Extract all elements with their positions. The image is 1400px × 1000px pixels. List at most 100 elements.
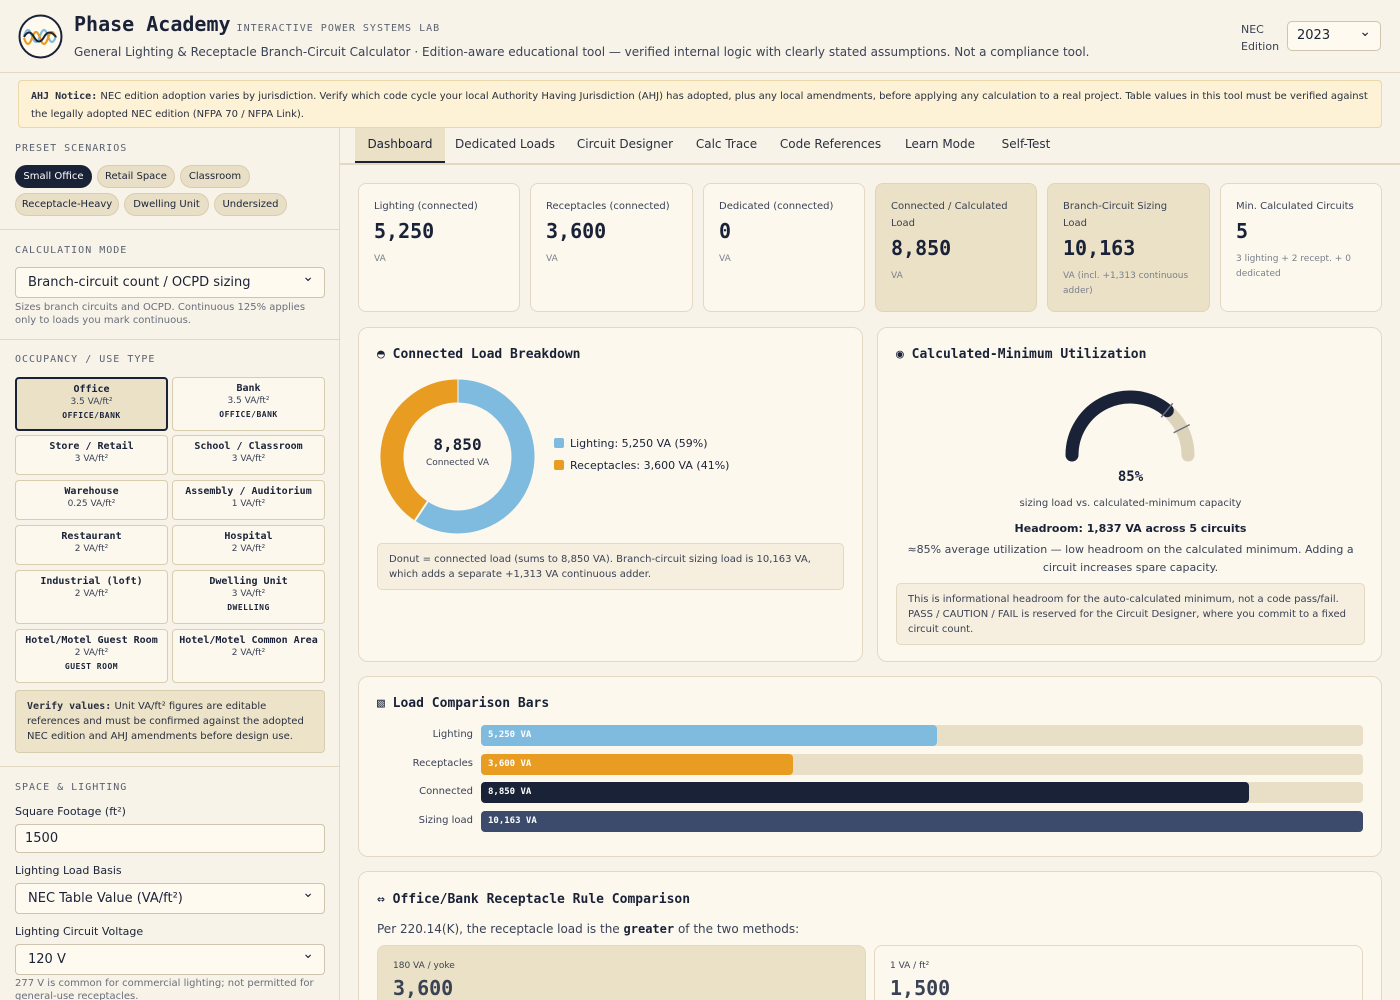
main-tabs: Dashboard Dedicated Loads Circuit Design…: [340, 128, 1400, 165]
occupancy-option[interactable]: School / Classroom 3 VA/ft²: [172, 435, 325, 475]
occupancy-option[interactable]: Assembly / Auditorium 1 VA/ft²: [172, 480, 325, 520]
utilization-percent: 85%: [1117, 469, 1144, 485]
bar-fill: 5,250 VA: [481, 725, 937, 746]
compare-arrows-icon: ⇔: [377, 892, 385, 907]
app-header: Phase Academy INTERACTIVE POWER SYSTEMS L…: [0, 0, 1400, 73]
rule-intro: Per 220.14(K), the receptacle load is th…: [377, 922, 800, 936]
donut-slice-lighting: [414, 379, 535, 534]
verify-values-note: Verify values: Unit VA/ft² figures are e…: [15, 690, 325, 753]
occupancy-option[interactable]: Hotel/Motel Guest Room 2 VA/ft² GUEST ROOM: [15, 629, 168, 683]
occupancy-option[interactable]: Industrial (loft) 2 VA/ft²: [15, 570, 168, 624]
breakdown-note: Donut = connected load (sums to 8,850 VA…: [377, 543, 844, 590]
calc-mode-title: CALCULATION MODE: [15, 245, 128, 256]
divider: [0, 229, 339, 230]
utilization-card: ◉ Calculated-Minimum Utilization 85% siz…: [877, 327, 1382, 662]
bar-track: 10,163 VA: [481, 811, 1363, 832]
gauge-fill: [1065, 390, 1174, 462]
donut-chart: [380, 379, 535, 534]
ahj-notice-banner: AHJ Notice: NEC edition adoption varies …: [18, 80, 1382, 128]
tab-dedicated-loads[interactable]: Dedicated Loads: [454, 137, 556, 151]
divider: [0, 766, 339, 767]
utilization-note: This is informational headroom for the a…: [896, 583, 1365, 645]
bar-fill: 10,163 VA: [481, 811, 1363, 832]
breakdown-title: ◓ Connected Load Breakdown: [377, 347, 581, 362]
utilization-title: ◉ Calculated-Minimum Utilization: [896, 347, 1147, 362]
nec-edition-label: NEC Edition: [1241, 23, 1280, 53]
occupancy-option[interactable]: Hospital 2 VA/ft²: [172, 525, 325, 565]
comparison-title: ▧ Load Comparison Bars: [377, 696, 550, 711]
utilization-gauge: [1065, 390, 1195, 462]
bar-label: Receptacles: [412, 758, 473, 769]
tab-self-test[interactable]: Self-Test: [1001, 137, 1051, 151]
bar-label: Sizing load: [418, 815, 473, 826]
stat-dedicated-connected: Dedicated (connected) 0 VA: [703, 183, 865, 312]
stat-min-circuits: Min. Calculated Circuits 5 3 lighting + 2 …: [1220, 183, 1382, 312]
preset-dwelling-unit[interactable]: Dwelling Unit: [124, 193, 209, 216]
lighting-basis-select[interactable]: NEC Table Value (VA/ft²): [15, 879, 325, 914]
phase-wave-logo-icon: [18, 14, 63, 59]
tab-circuit-designer[interactable]: Circuit Designer: [576, 137, 674, 151]
brand-title: Phase Academy INTERACTIVE POWER SYSTEMS L…: [74, 12, 441, 36]
occupancy-option[interactable]: Bank 3.5 VA/ft² OFFICE/BANK: [172, 377, 325, 431]
lighting-basis-label: Lighting Load Basis: [15, 864, 122, 877]
rule-method-sqft: 1 VA / ft² 1,500: [874, 945, 1363, 1000]
stat-receptacles-connected: Receptacles (connected) 3,600 VA: [530, 183, 693, 312]
bars-icon: ▧: [377, 696, 385, 711]
donut-slice-receptacles: [380, 379, 458, 521]
nec-edition-select[interactable]: 2023: [1287, 18, 1381, 51]
rule-title: ⇔ Office/Bank Receptacle Rule Comparison: [377, 892, 691, 907]
calc-mode-hint: Sizes branch circuits and OCPD. Continuo…: [15, 302, 306, 326]
occupancy-option[interactable]: Restaurant 2 VA/ft²: [15, 525, 168, 565]
calc-mode-select[interactable]: Branch-circuit count / OCPD sizing: [15, 263, 325, 298]
headroom-text: Headroom: 1,837 VA across 5 circuits: [1014, 522, 1247, 535]
connected-load-breakdown-card: ◓ Connected Load Breakdown 8,850 Connect…: [358, 327, 863, 662]
occupancy-option[interactable]: Hotel/Motel Common Area 2 VA/ft²: [172, 629, 325, 683]
bar-label: Lighting: [432, 729, 473, 740]
voltage-hint: 277 V is common for commercial lighting;…: [15, 978, 314, 1000]
preset-retail-space[interactable]: Retail Space: [97, 165, 175, 188]
legend-lighting: Lighting: 5,250 VA (59%): [554, 437, 708, 450]
donut-center-value: 8,850: [433, 435, 482, 454]
gauge-tick: [1160, 402, 1174, 418]
preset-small-office[interactable]: Small Office: [15, 165, 92, 188]
divider: [0, 339, 339, 340]
preset-classroom[interactable]: Classroom: [180, 165, 250, 188]
stat-sizing-load: Branch-Circuit Sizing Load 10,163 VA (incl…: [1047, 183, 1210, 312]
occupancy-option[interactable]: Store / Retail 3 VA/ft²: [15, 435, 168, 475]
voltage-label: Lighting Circuit Voltage: [15, 925, 144, 938]
occupancy-option[interactable]: Office 3.5 VA/ft² OFFICE/BANK: [15, 377, 168, 431]
donut-icon: ◓: [377, 347, 385, 362]
tab-code-references[interactable]: Code References: [779, 137, 882, 151]
preset-undersized[interactable]: Undersized: [214, 193, 287, 216]
donut-separator: [414, 500, 429, 522]
bar-track: 8,850 VA: [481, 782, 1363, 803]
gauge-tick: [1173, 423, 1191, 434]
brand-subtitle: INTERACTIVE POWER SYSTEMS LAB: [236, 23, 441, 34]
tagline: General Lighting & Receptacle Branch-Cir…: [74, 45, 1090, 59]
bar-track: 5,250 VA: [481, 725, 1363, 746]
gauge-icon: ◉: [896, 347, 904, 362]
donut-center: 8,850 Connected VA: [379, 435, 536, 468]
bar-fill: 8,850 VA: [481, 782, 1250, 803]
occupancy-option[interactable]: Dwelling Unit 3 VA/ft² DWELLING: [172, 570, 325, 624]
utilization-sub: sizing load vs. calculated-minimum capac…: [1019, 498, 1242, 509]
tab-learn-mode[interactable]: Learn Mode: [904, 137, 976, 151]
donut-center-label: Connected VA: [425, 458, 490, 468]
sidebar: PRESET SCENARIOS Small Office Retail Spa…: [0, 128, 340, 1000]
voltage-select[interactable]: 120 V: [15, 940, 325, 975]
rule-method-yoke: 180 VA / yoke 3,600: [377, 945, 866, 1000]
stat-lighting-connected: Lighting (connected) 5,250 VA: [358, 183, 520, 312]
sqft-label: Square Footage (ft²): [15, 805, 126, 818]
bar-label: Connected: [419, 786, 473, 797]
space-lighting-title: SPACE & LIGHTING: [15, 782, 128, 793]
sqft-input[interactable]: 1500: [15, 824, 325, 853]
occupancy-option[interactable]: Warehouse 0.25 VA/ft²: [15, 480, 168, 520]
occupancy-title: OCCUPANCY / USE TYPE: [15, 354, 156, 365]
tab-dashboard[interactable]: Dashboard: [355, 128, 445, 163]
tab-calc-trace[interactable]: Calc Trace: [695, 137, 758, 151]
legend-receptacles: Receptacles: 3,600 VA (41%): [554, 459, 729, 472]
utilization-desc: ≈85% average utilization — low headroom …: [907, 543, 1354, 574]
presets-title: PRESET SCENARIOS: [15, 143, 128, 154]
bar-track: 3,600 VA: [481, 754, 1363, 775]
preset-receptacle-heavy[interactable]: Receptacle-Heavy: [15, 193, 119, 216]
